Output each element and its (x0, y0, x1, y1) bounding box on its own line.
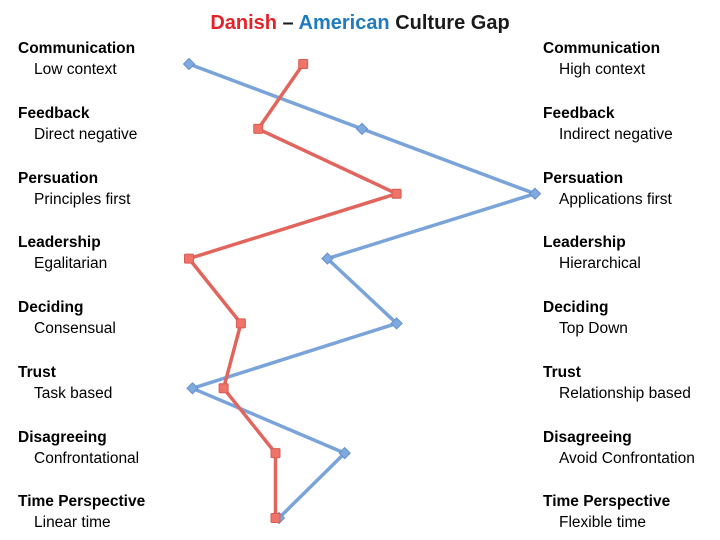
title-segment-danish: Danish (210, 12, 277, 34)
dimension-label: Communication (543, 40, 661, 57)
dimension-label: Communication (18, 40, 136, 57)
danish-value-label: Linear time (34, 514, 111, 531)
american-value-label: Relationship based (559, 385, 691, 402)
american-diamond-marker (186, 382, 199, 395)
row-feedback-left: Feedback Direct negative (18, 103, 137, 145)
row-disagreeing-left: Disagreeing Confrontational (18, 427, 139, 469)
american-value-label: Indirect negative (559, 126, 673, 143)
row-trust-right: Trust Relationship based (543, 362, 691, 404)
american-diamond-marker (338, 446, 351, 460)
danish-square-marker (270, 513, 281, 523)
danish-square-marker (218, 383, 229, 394)
danish-value-label: Direct negative (34, 126, 138, 143)
dimension-label: Feedback (18, 105, 90, 122)
american-diamond-marker (182, 57, 196, 71)
american-value-label: Hierarchical (559, 255, 641, 272)
row-time-perspective-right: Time Perspective Flexible time (543, 491, 670, 533)
danish-square-marker (253, 123, 264, 134)
dimension-label: Time Perspective (543, 493, 671, 510)
american-diamond-marker (321, 252, 334, 265)
dimension-label: Persuation (543, 170, 624, 187)
dimension-label: Disagreeing (543, 429, 632, 446)
dimension-label: Disagreeing (18, 429, 107, 446)
title-segment-dash: – (277, 12, 299, 34)
dimension-label: Time Perspective (18, 493, 146, 510)
danish-value-label: Consensual (34, 320, 116, 337)
danish-square-marker (235, 318, 246, 329)
danish-value-label: Task based (34, 385, 113, 402)
dimension-label: Trust (18, 364, 56, 381)
row-leadership-left: Leadership Egalitarian (18, 232, 107, 274)
row-trust-left: Trust Task based (18, 362, 112, 404)
danish-series-line (187, 62, 399, 520)
title-segment-culture-gap: Culture Gap (389, 12, 510, 34)
dimension-label: Feedback (543, 105, 615, 122)
dimension-label: Leadership (543, 234, 626, 251)
danish-value-label: Egalitarian (34, 255, 108, 272)
dimension-label: Deciding (543, 299, 609, 316)
american-diamond-marker (390, 317, 403, 330)
slide-title: Danish – American Culture Gap (0, 12, 720, 35)
american-value-label: Flexible time (559, 514, 646, 531)
row-communication-right: Communication High context (543, 38, 660, 80)
row-disagreeing-right: Disagreeing Avoid Confrontation (543, 427, 695, 469)
danish-square-marker (270, 448, 281, 459)
row-leadership-right: Leadership Hierarchical (543, 232, 641, 274)
american-diamond-marker (355, 122, 369, 136)
american-value-label: Top Down (559, 320, 628, 337)
american-value-label: Avoid Confrontation (559, 450, 695, 467)
title-segment-american: American (298, 12, 390, 34)
danish-square-marker (391, 188, 402, 199)
dimension-label: Leadership (18, 234, 101, 251)
danish-square-marker (184, 253, 194, 264)
row-communication-left: Communication Low context (18, 38, 135, 80)
danish-value-label: Confrontational (34, 450, 140, 467)
row-persuation-right: Persuation Applications first (543, 168, 672, 210)
row-deciding-right: Deciding Top Down (543, 297, 628, 339)
american-series-line (187, 62, 537, 520)
american-diamond-marker (528, 187, 542, 200)
american-value-label: High context (559, 61, 646, 78)
danish-square-marker (298, 59, 309, 69)
row-time-perspective-left: Time Perspective Linear time (18, 491, 145, 533)
american-value-label: Applications first (559, 191, 672, 208)
danish-value-label: Principles first (34, 191, 131, 208)
dimension-label: Persuation (18, 170, 99, 187)
dimension-label: Trust (543, 364, 581, 381)
danish-value-label: Low context (34, 61, 117, 78)
row-persuation-left: Persuation Principles first (18, 168, 130, 210)
row-feedback-right: Feedback Indirect negative (543, 103, 673, 145)
row-deciding-left: Deciding Consensual (18, 297, 116, 339)
dimension-label: Deciding (18, 299, 84, 316)
